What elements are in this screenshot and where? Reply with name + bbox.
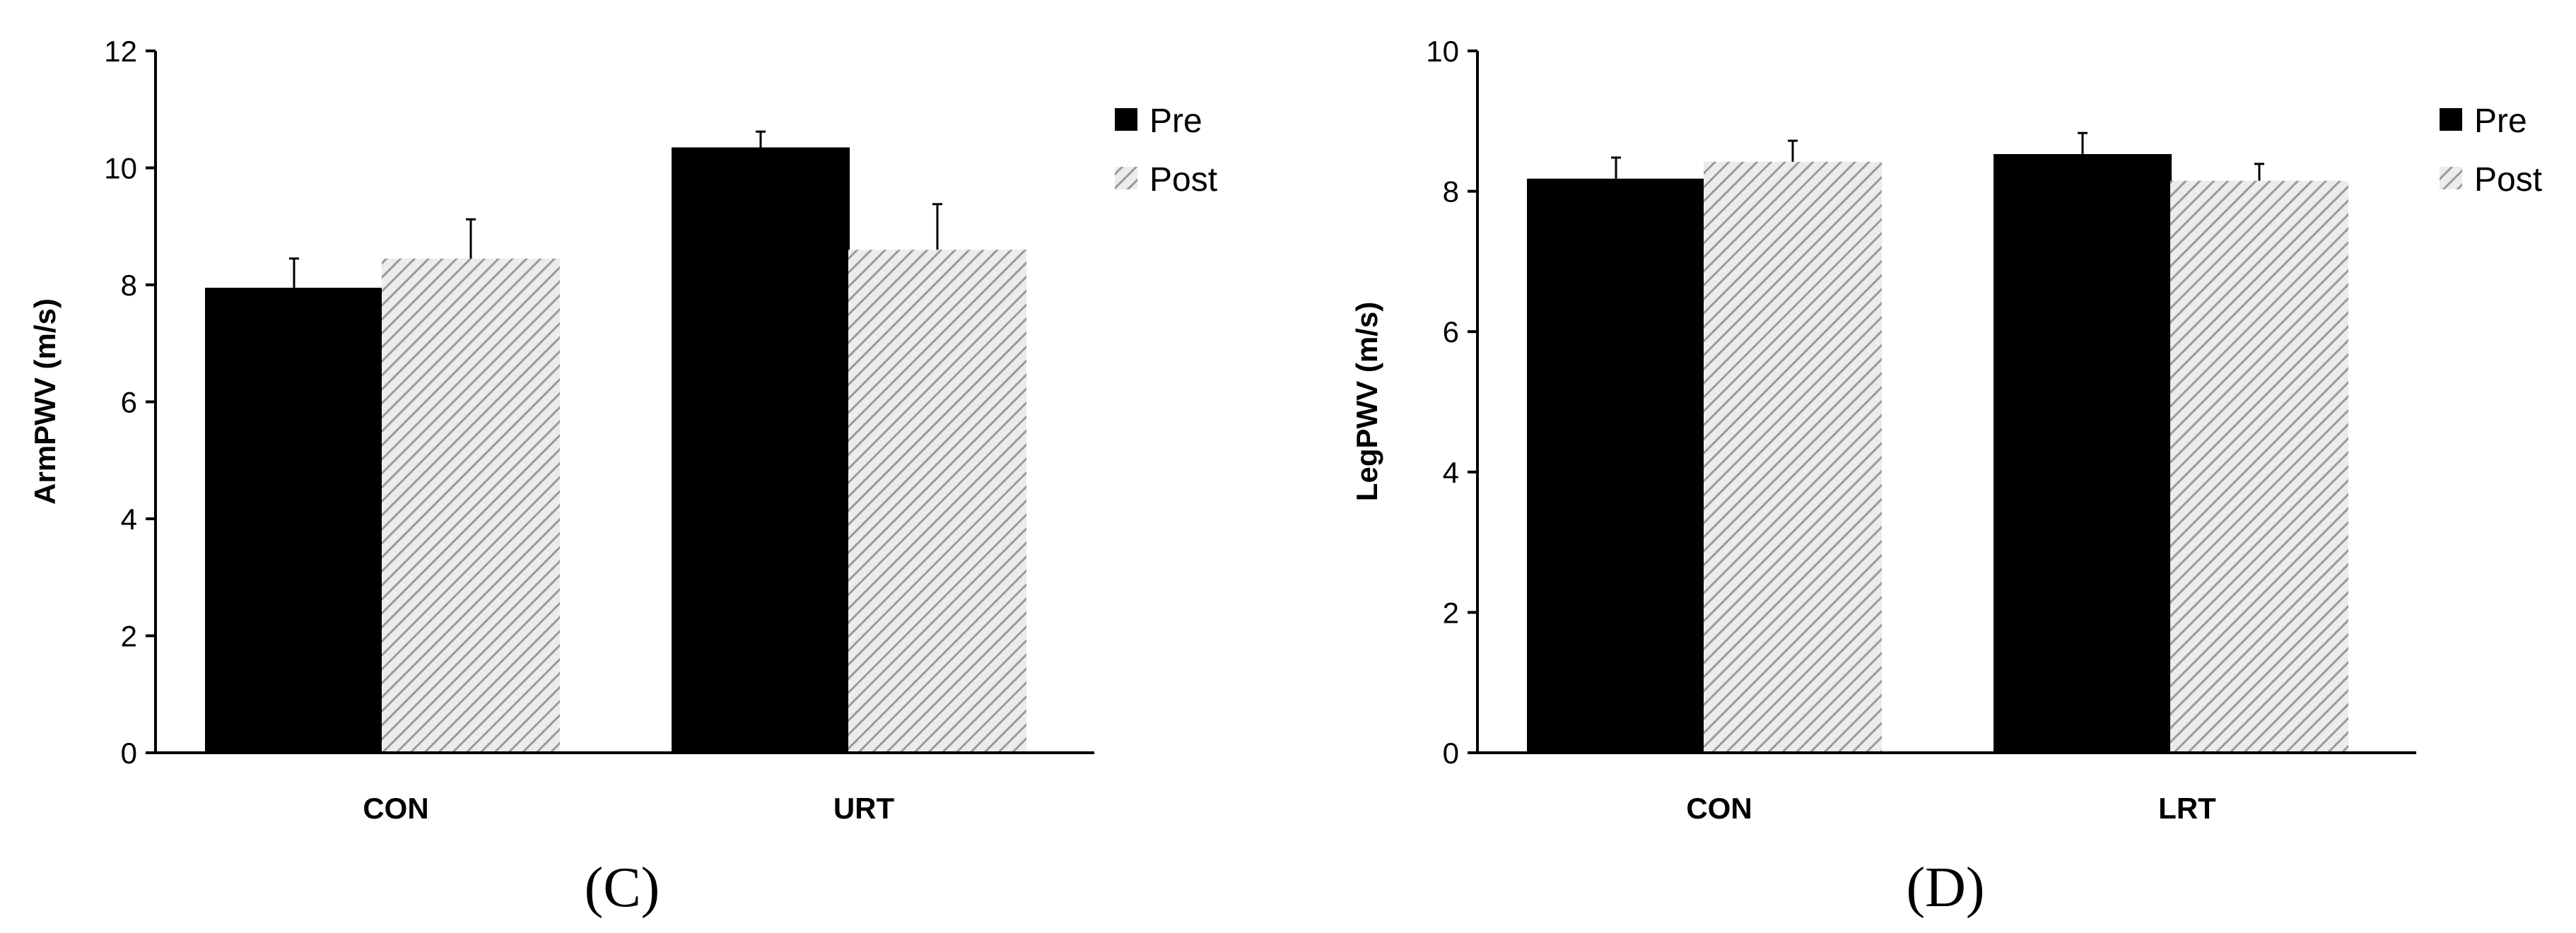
panel-d-legend: Pre Post: [2440, 102, 2542, 199]
panel-c-axes: [146, 51, 1094, 754]
legend-label-post: Post: [1149, 161, 1217, 199]
y-tick-label: 6: [121, 386, 137, 419]
panel-c-category-label: URT: [833, 792, 895, 825]
bar-pre: [1527, 178, 1705, 753]
panel-c-legend: Pre Post: [1115, 102, 1217, 199]
legend-label-pre: Pre: [1149, 102, 1202, 140]
legend-label-pre: Pre: [2474, 102, 2527, 140]
panel-c-bars: [205, 130, 1026, 753]
y-tick-label: 10: [1426, 35, 1459, 68]
y-tick-label: 4: [1443, 456, 1459, 489]
legend-swatch-post: [1115, 167, 1137, 189]
y-tick-label: 8: [1443, 175, 1459, 209]
panel-c-label: (C): [585, 857, 660, 919]
panel-c-y-axis-title: ArmPWV (m/s): [28, 298, 62, 505]
bar-pre: [205, 288, 383, 753]
bar-post: [382, 258, 560, 753]
y-tick-label: 4: [121, 503, 137, 536]
y-tick-label: 2: [1443, 596, 1459, 629]
panel-d-category-label: CON: [1686, 792, 1752, 825]
legend-swatch-pre: [1115, 108, 1137, 131]
y-tick-label: 6: [1443, 315, 1459, 348]
y-tick-label: 2: [121, 620, 137, 653]
legend-label-post: Post: [2474, 161, 2542, 199]
y-tick-label: 0: [1443, 737, 1459, 770]
y-tick-label: 12: [104, 35, 137, 68]
y-tick-label: 10: [104, 152, 137, 185]
panel-d-category-label: LRT: [2158, 792, 2216, 825]
bar-post: [1704, 161, 1882, 753]
bar-post: [848, 250, 1026, 753]
panel-d-label: (D): [1906, 857, 1984, 919]
panel-d-bars: [1527, 131, 2348, 753]
bar-pre: [1994, 153, 2172, 753]
panel-d-y-axis-title: LegPWV (m/s): [1350, 302, 1383, 501]
panel-c-y-ticks: 0 2 4 6 8 10 12: [104, 35, 156, 770]
panel-d-y-ticks: 0 2 4 6 8 10: [1426, 35, 1477, 770]
bar-post: [2170, 180, 2348, 753]
y-tick-label: 0: [121, 737, 137, 770]
panel-c-category-label: CON: [363, 792, 428, 825]
legend-swatch-pre: [2440, 108, 2462, 131]
panel-d-axes: [1468, 51, 2416, 754]
y-tick-label: 8: [121, 269, 137, 302]
chart-panel-d: 0 2 4 6 8 10 LegPWV (m/s) CON LRT Pre Post (D…: [1350, 35, 2542, 919]
bar-pre: [672, 147, 850, 753]
legend-swatch-post: [2440, 167, 2462, 189]
